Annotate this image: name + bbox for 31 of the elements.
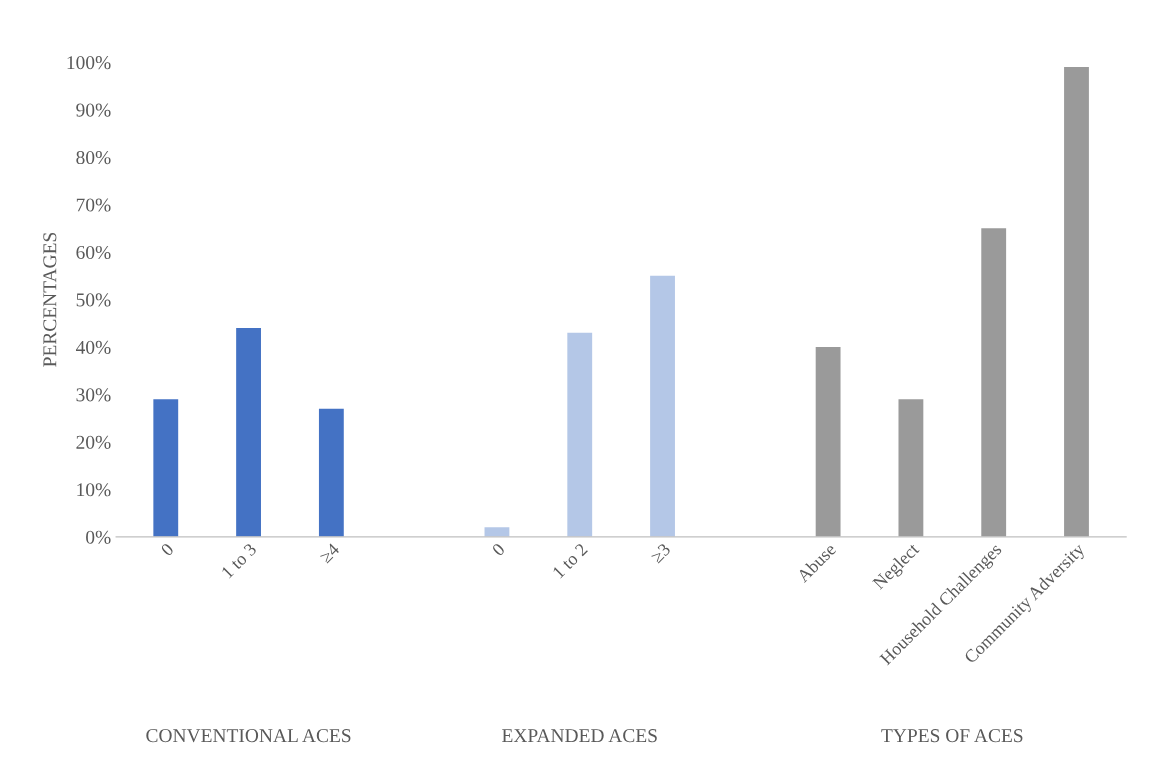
y-tick-label: 40%: [75, 340, 111, 354]
text: EXPANDED ACES: [502, 729, 657, 743]
y-tick-label: 30%: [76, 388, 111, 402]
y-axis-title: PERCENTAGES: [43, 232, 57, 367]
y-tick-label: 20%: [76, 435, 111, 449]
y-tick-label: 70%: [76, 198, 111, 212]
x-tick-label: 1 to 3: [221, 542, 258, 579]
bar: [153, 399, 179, 537]
bar: [815, 346, 841, 537]
bar: [650, 275, 675, 537]
x-tick-label: ≥3: [650, 542, 672, 564]
text: CONVENTIONAL ACES: [146, 729, 351, 743]
y-tick-label: 90%: [76, 103, 111, 117]
y-tick-label: 0%: [86, 530, 111, 544]
y-tick-label: 60%: [76, 245, 111, 260]
text: TYPES OF ACES: [881, 729, 1023, 743]
y-tick-label: 10%: [77, 483, 111, 497]
bar: [1064, 66, 1089, 537]
bar: [318, 408, 344, 537]
x-tick-label: 1 to 2: [552, 542, 589, 579]
bar: [898, 399, 924, 537]
y-tick-label: 100%: [67, 56, 111, 70]
bar: [484, 527, 510, 537]
bar: [236, 328, 261, 537]
x-tick-label: 0: [491, 542, 506, 557]
y-tick-label: 50%: [76, 293, 111, 307]
x-tick-label: 0: [160, 542, 175, 557]
bar: [981, 228, 1007, 537]
y-tick-label: 80%: [76, 150, 111, 165]
x-tick-label: ≥4: [318, 542, 341, 564]
bar: [567, 332, 593, 537]
